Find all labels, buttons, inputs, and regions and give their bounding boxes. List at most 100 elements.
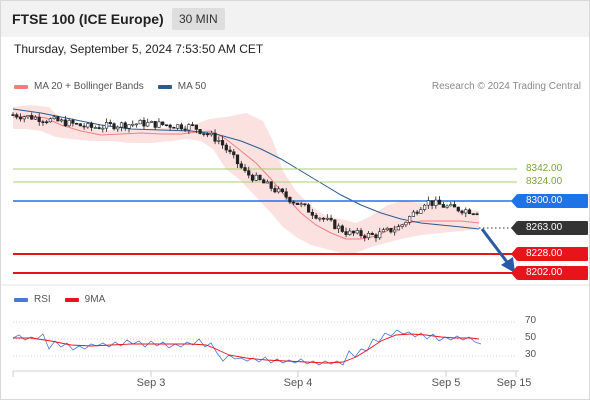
candle-up <box>93 127 97 129</box>
legend-swatch-ma50 <box>157 84 172 89</box>
timeframe-selector[interactable]: 30 MIN <box>172 8 225 30</box>
candle-up <box>265 181 270 184</box>
candle-down <box>295 202 299 205</box>
candle-down <box>321 217 326 220</box>
candle-down <box>161 121 165 126</box>
candlesticks <box>11 112 479 242</box>
candle-down <box>89 123 94 128</box>
candle-up <box>445 205 449 208</box>
candle-down <box>329 217 333 221</box>
bollinger-band <box>13 105 479 253</box>
candle-up <box>157 121 161 128</box>
rsi-tick-30: 30 <box>525 349 537 360</box>
candle-down <box>475 213 479 216</box>
x-label-sep4: Sep 4 <box>283 377 313 389</box>
candle-up <box>134 123 139 126</box>
candle-down <box>340 225 344 232</box>
candle-down <box>220 140 225 146</box>
candle-down <box>56 116 60 122</box>
candle-up <box>404 222 408 226</box>
candle-down <box>374 234 378 239</box>
candle-up <box>209 132 213 136</box>
candle-down <box>250 174 255 181</box>
candle-up <box>254 174 258 181</box>
candle-down <box>235 154 240 165</box>
timestamp: Thursday, September 5, 2024 7:53:50 AM C… <box>14 42 264 56</box>
candle-up <box>355 230 359 234</box>
candle-down <box>168 124 172 128</box>
level-tag-8300: 8300.00 <box>511 194 588 208</box>
candle-down <box>456 206 460 212</box>
candle-up <box>26 115 30 118</box>
candle-down <box>30 115 34 120</box>
candle-down <box>467 209 472 215</box>
candle-up <box>131 123 135 126</box>
candle-down <box>78 123 82 127</box>
candle-down <box>307 204 311 213</box>
candle-down <box>37 116 41 122</box>
candle-up <box>299 203 303 206</box>
candle-up <box>381 229 386 233</box>
candle-down <box>452 204 457 208</box>
candle-up <box>318 217 322 220</box>
candle-up <box>48 118 53 123</box>
level-tag-8342: 8342.00 <box>526 163 563 174</box>
candle-down <box>430 200 434 206</box>
candle-up <box>67 120 71 127</box>
candle-down <box>205 133 210 136</box>
candle-up <box>336 225 341 230</box>
rsi-ma-line <box>13 333 480 364</box>
candle-down <box>437 199 442 205</box>
candle-down <box>243 167 247 171</box>
candle-up <box>393 229 397 233</box>
candle-down <box>198 129 202 134</box>
candle-up <box>419 209 423 214</box>
credit-text: Research © 2024 Trading Central <box>431 81 581 92</box>
candle-down <box>194 124 198 130</box>
candle-down <box>288 196 292 203</box>
candle-up <box>52 116 56 120</box>
candle-up <box>348 230 352 235</box>
legend-main: MA 20 + Bollinger Bands MA 50 <box>14 81 206 92</box>
candle-down <box>179 124 183 130</box>
candle-down <box>224 144 228 151</box>
candle-down <box>18 116 23 120</box>
candle-up <box>86 123 90 128</box>
candle-down <box>284 191 288 198</box>
candle-down <box>112 123 116 130</box>
candle-down <box>164 124 169 127</box>
candle-up <box>366 233 371 239</box>
candle-up <box>176 124 180 129</box>
level-tag-8228: 8228.00 <box>511 247 588 261</box>
legend-label-ma50: MA 50 <box>177 81 207 92</box>
candle-up <box>60 119 64 122</box>
last-price-tag: 8263.00 <box>511 221 588 235</box>
candle-up <box>385 227 389 231</box>
candle-down <box>262 179 266 184</box>
candle-down <box>239 163 243 168</box>
candle-down <box>280 188 285 193</box>
candle-up <box>411 211 415 217</box>
candle-up <box>217 140 221 142</box>
candle-up <box>277 188 281 193</box>
level-tag-8324: 8324.00 <box>526 176 563 187</box>
candle-down <box>183 128 187 131</box>
candle-up <box>396 226 401 231</box>
candle-down <box>153 121 157 128</box>
rsi-line <box>12 329 482 366</box>
legend-rsi: RSI 9MA <box>14 294 105 305</box>
candle-up <box>149 121 154 123</box>
legend-swatch-ma20 <box>14 84 28 89</box>
candle-up <box>146 122 150 127</box>
candle-down <box>123 122 127 129</box>
candle-up <box>104 122 109 129</box>
rsi-tick-50: 50 <box>525 332 537 343</box>
candle-down <box>11 114 15 116</box>
candle-down <box>108 122 112 124</box>
candle-up <box>423 204 427 210</box>
candle-down <box>41 121 45 123</box>
legend-label-9ma: 9MA <box>84 294 106 305</box>
candle-up <box>116 126 120 130</box>
candle-down <box>359 230 363 237</box>
